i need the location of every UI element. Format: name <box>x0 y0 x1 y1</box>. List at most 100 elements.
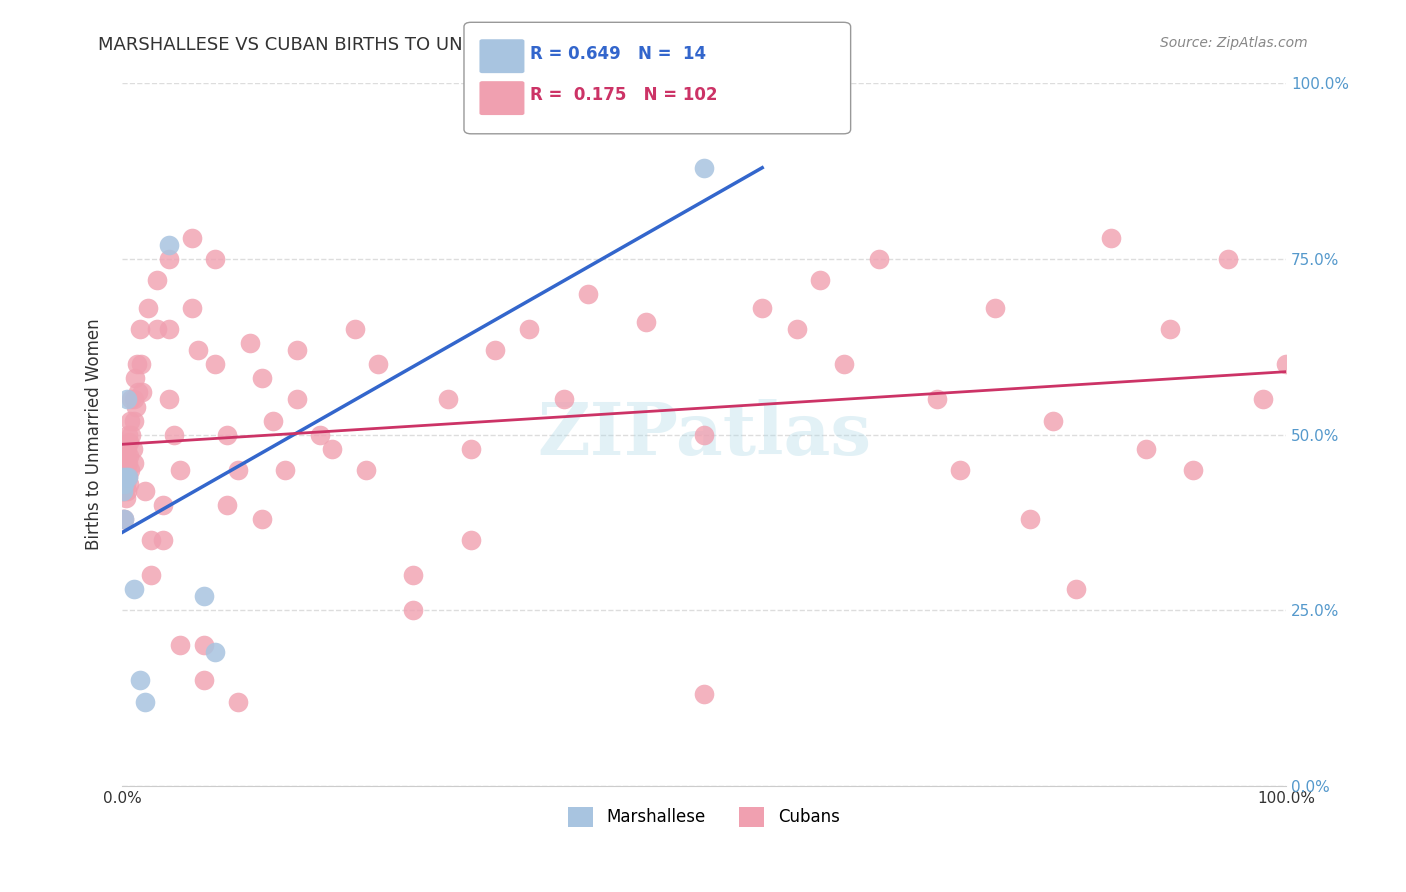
Point <box>1066 582 1088 596</box>
Point <box>128 673 150 688</box>
Point <box>112 463 135 477</box>
Point <box>112 456 135 470</box>
Y-axis label: Births to Unmarried Women: Births to Unmarried Women <box>86 318 103 550</box>
Point <box>204 357 226 371</box>
Point <box>163 427 186 442</box>
Point <box>925 392 948 407</box>
Point <box>193 673 215 688</box>
Point <box>228 694 250 708</box>
Point <box>120 463 142 477</box>
Point <box>118 449 141 463</box>
Point <box>1159 322 1181 336</box>
Point <box>112 512 135 526</box>
Point <box>112 512 135 526</box>
Point <box>131 385 153 400</box>
Point <box>321 442 343 456</box>
Point <box>136 301 159 316</box>
Point <box>120 392 142 407</box>
Point <box>146 273 169 287</box>
Point <box>157 238 180 252</box>
Point <box>122 413 145 427</box>
Point <box>122 582 145 596</box>
Point <box>146 322 169 336</box>
Point <box>402 603 425 617</box>
Point <box>152 498 174 512</box>
Point <box>285 392 308 407</box>
Point <box>484 343 506 358</box>
Point <box>193 638 215 652</box>
Point <box>125 400 148 414</box>
Point <box>204 252 226 266</box>
Point <box>193 589 215 603</box>
Point <box>634 315 657 329</box>
Point <box>129 357 152 371</box>
Point <box>124 371 146 385</box>
Point <box>127 385 149 400</box>
Point <box>117 427 139 442</box>
Point <box>118 434 141 449</box>
Point <box>832 357 855 371</box>
Point <box>134 483 156 498</box>
Point <box>519 322 541 336</box>
Point <box>751 301 773 316</box>
Point <box>121 442 143 456</box>
Point <box>157 322 180 336</box>
Point <box>120 413 142 427</box>
Point <box>402 568 425 582</box>
Point <box>949 463 972 477</box>
Point <box>117 469 139 483</box>
Point <box>141 533 163 547</box>
Point <box>437 392 460 407</box>
Point <box>169 638 191 652</box>
Point <box>1135 442 1157 456</box>
Point <box>250 371 273 385</box>
Point <box>239 336 262 351</box>
Point <box>285 343 308 358</box>
Point <box>1181 463 1204 477</box>
Text: MARSHALLESE VS CUBAN BIRTHS TO UNMARRIED WOMEN CORRELATION CHART: MARSHALLESE VS CUBAN BIRTHS TO UNMARRIED… <box>98 36 825 54</box>
Text: ZIPatlas: ZIPatlas <box>537 399 872 470</box>
Point <box>693 161 716 175</box>
Point <box>204 645 226 659</box>
Point <box>984 301 1007 316</box>
Point <box>117 469 139 483</box>
Point <box>134 694 156 708</box>
Point <box>274 463 297 477</box>
Point <box>114 463 136 477</box>
Point <box>122 392 145 407</box>
Point <box>115 392 138 407</box>
Point <box>187 343 209 358</box>
Point <box>128 322 150 336</box>
Point <box>118 476 141 491</box>
Point <box>112 483 135 498</box>
Text: R = 0.649   N =  14: R = 0.649 N = 14 <box>530 45 706 62</box>
Point <box>115 442 138 456</box>
Point <box>228 463 250 477</box>
Point <box>115 483 138 498</box>
Point <box>343 322 366 336</box>
Point <box>868 252 890 266</box>
Point <box>157 392 180 407</box>
Point <box>786 322 808 336</box>
Text: R =  0.175   N = 102: R = 0.175 N = 102 <box>530 87 717 104</box>
Point <box>114 449 136 463</box>
Point <box>112 512 135 526</box>
Point <box>115 469 138 483</box>
Point <box>356 463 378 477</box>
Point <box>576 287 599 301</box>
Point <box>367 357 389 371</box>
Point <box>114 476 136 491</box>
Point <box>553 392 575 407</box>
Point <box>250 512 273 526</box>
Point <box>262 413 284 427</box>
Point <box>112 476 135 491</box>
Point <box>460 533 482 547</box>
Point <box>1216 252 1239 266</box>
Point <box>1019 512 1042 526</box>
Point <box>1099 231 1122 245</box>
Point <box>112 483 135 498</box>
Point <box>808 273 831 287</box>
Point <box>215 427 238 442</box>
Point <box>180 231 202 245</box>
Point <box>215 498 238 512</box>
